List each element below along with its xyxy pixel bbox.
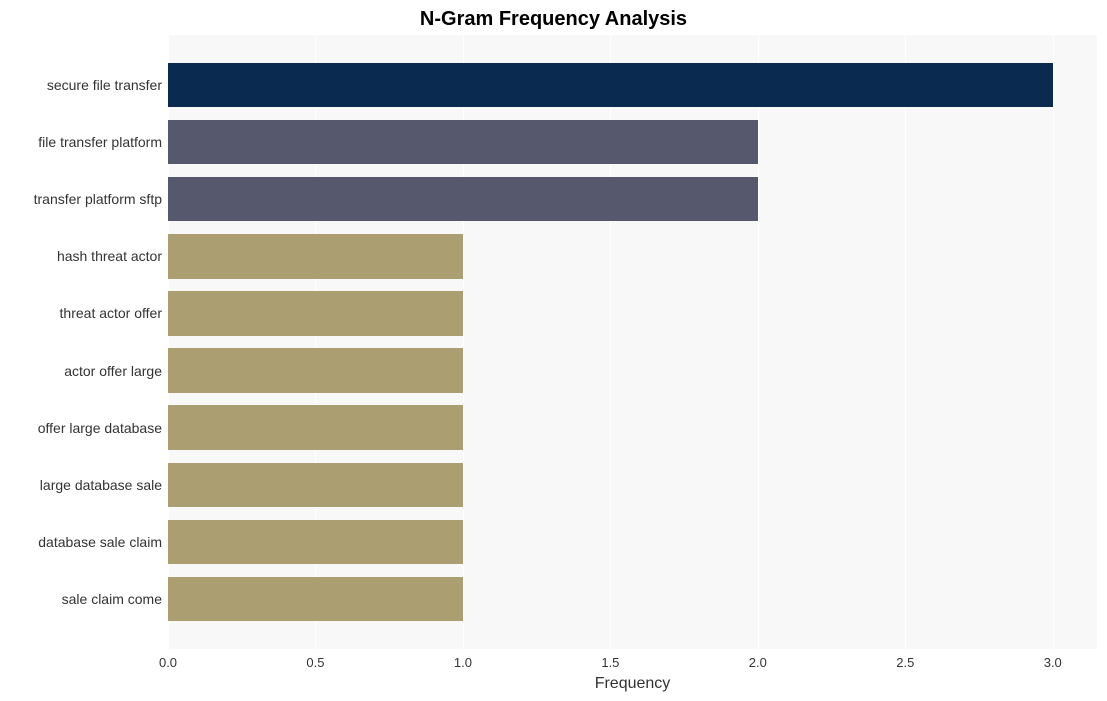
bar [168, 120, 758, 165]
bar [168, 577, 463, 622]
y-tick-label: secure file transfer [47, 77, 162, 93]
bar [168, 234, 463, 279]
y-tick-label: hash threat actor [57, 248, 162, 264]
bar [168, 405, 463, 450]
grid-line [905, 35, 906, 649]
y-tick-label: sale claim come [62, 591, 162, 607]
grid-line [758, 35, 759, 649]
ngram-frequency-chart: N-Gram Frequency Analysis Frequency secu… [0, 0, 1107, 701]
y-tick-label: database sale claim [38, 534, 162, 550]
bar [168, 291, 463, 336]
y-tick-label: file transfer platform [38, 134, 162, 150]
x-tick-label: 2.5 [896, 655, 914, 670]
bar [168, 63, 1053, 108]
bar [168, 348, 463, 393]
x-tick-label: 0.0 [159, 655, 177, 670]
y-tick-label: offer large database [38, 420, 162, 436]
bar [168, 177, 758, 222]
plot-area [168, 35, 1097, 649]
bar [168, 520, 463, 565]
x-tick-label: 3.0 [1044, 655, 1062, 670]
x-tick-label: 0.5 [306, 655, 324, 670]
x-tick-label: 1.5 [601, 655, 619, 670]
x-axis-label: Frequency [168, 675, 1097, 693]
x-tick-label: 2.0 [749, 655, 767, 670]
y-tick-label: actor offer large [64, 363, 162, 379]
x-tick-label: 1.0 [454, 655, 472, 670]
y-tick-label: threat actor offer [60, 305, 162, 321]
y-tick-label: transfer platform sftp [34, 191, 162, 207]
grid-line [1053, 35, 1054, 649]
chart-title: N-Gram Frequency Analysis [0, 8, 1107, 31]
y-tick-label: large database sale [40, 477, 162, 493]
bar [168, 463, 463, 508]
